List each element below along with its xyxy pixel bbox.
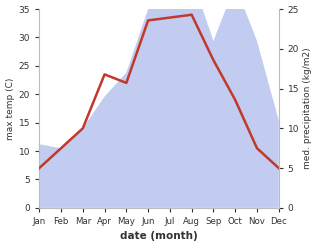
X-axis label: date (month): date (month) — [120, 231, 198, 242]
Y-axis label: max temp (C): max temp (C) — [5, 77, 15, 140]
Y-axis label: med. precipitation (kg/m2): med. precipitation (kg/m2) — [303, 48, 313, 169]
